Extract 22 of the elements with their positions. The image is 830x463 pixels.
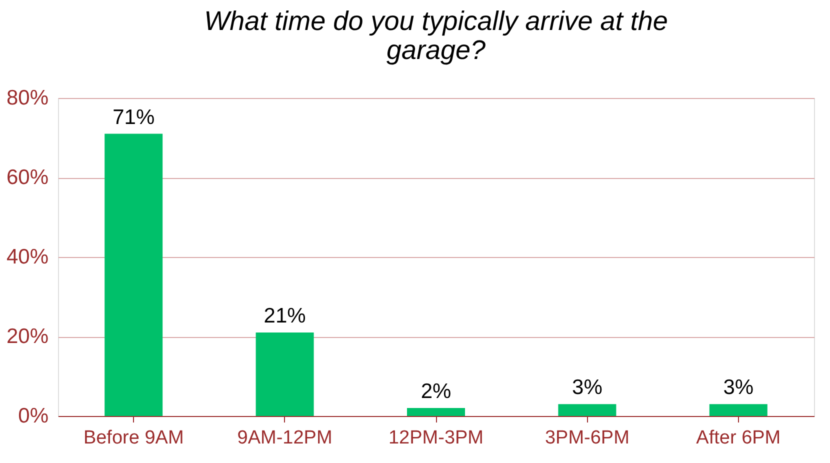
y-tick-label: 40%: [6, 246, 48, 268]
x-tick-label: After 6PM: [696, 428, 781, 448]
text: garage?: [386, 35, 486, 65]
x-tick-label: 9AM-12PM: [237, 428, 332, 448]
y-tick-label: 20%: [6, 325, 48, 348]
data-label: 2%: [420, 380, 452, 404]
data-label: 71%: [112, 106, 155, 129]
bar: [256, 332, 314, 416]
y-tick-label: 80%: [6, 86, 48, 110]
y-tick-label: 0%: [18, 404, 48, 428]
bar: [709, 404, 768, 416]
y-tick-label: 60%: [6, 166, 48, 189]
x-tick-label: 12PM-3PM: [388, 428, 484, 448]
data-label: 3%: [723, 376, 754, 400]
data-label: 3%: [572, 376, 602, 400]
text: What time do you typically arrive at the: [204, 6, 668, 36]
bar: [558, 404, 616, 416]
x-tick-label: 3PM-6PM: [544, 428, 630, 448]
bar: [104, 134, 163, 416]
data-label: 21%: [264, 304, 306, 328]
bar: [407, 408, 465, 416]
x-tick-label: Before 9AM: [83, 428, 184, 448]
